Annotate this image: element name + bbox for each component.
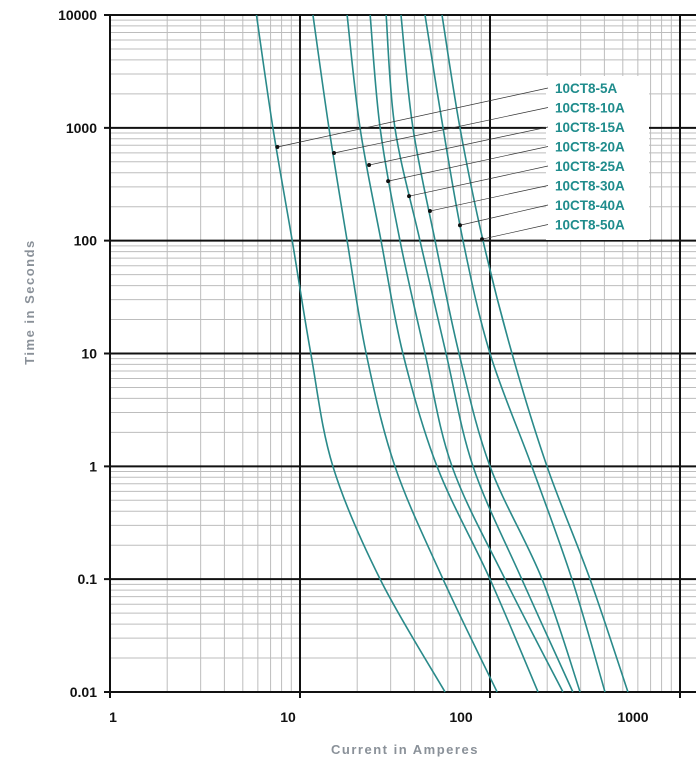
x-axis-title: Current in Amperes	[331, 742, 479, 757]
callout-marker	[427, 209, 432, 214]
y-tick-label: 0.01	[70, 684, 97, 700]
y-tick-label: 1000	[66, 120, 97, 136]
series-curve-10CT8-50A	[441, 14, 629, 693]
series-curve-10CT8-20A	[369, 14, 564, 693]
series-label: 10CT8-25A	[555, 159, 625, 174]
y-tick-label: 0.1	[78, 571, 98, 587]
callout-marker	[457, 223, 462, 228]
x-tick-label: 100	[449, 709, 473, 725]
legend-callouts: 10CT8-5A 10CT8-10A 10CT8-15A 10CT8-20A 10CT8…	[275, 81, 625, 242]
callout-line	[408, 165, 549, 197]
x-tick-label: 1000	[617, 709, 648, 725]
series-curve-10CT8-40A	[424, 14, 606, 693]
y-tick-label: 100	[74, 233, 98, 249]
fuse-curves	[255, 14, 629, 693]
series-label: 10CT8-40A	[555, 198, 625, 213]
series-curve-10CT8-10A	[312, 14, 498, 693]
series-label: 10CT8-15A	[555, 120, 625, 135]
series-curve-10CT8-15A	[346, 14, 539, 693]
series-label: 10CT8-20A	[555, 140, 625, 155]
series-curve-10CT8-30A	[400, 14, 581, 693]
x-tick-label: 10	[280, 709, 296, 725]
callout-line	[429, 185, 549, 212]
series-label: 10CT8-50A	[555, 218, 625, 233]
series-label: 10CT8-10A	[555, 101, 625, 116]
callout-line	[369, 126, 549, 166]
callout-line	[481, 224, 549, 240]
legend-box	[546, 76, 649, 240]
x-tick-label: 1	[109, 709, 117, 725]
series-label: 10CT8-5A	[555, 81, 618, 96]
series-curve-10CT8-25A	[385, 14, 574, 693]
callout-line	[333, 107, 549, 154]
callout-marker	[275, 145, 280, 150]
y-axis-title: Time in Seconds	[22, 239, 37, 365]
callout-marker	[367, 163, 372, 168]
series-label: 10CT8-30A	[555, 179, 625, 194]
callout-line	[459, 204, 549, 226]
callout-marker	[332, 151, 337, 156]
callout-marker	[407, 194, 412, 199]
callout-marker	[386, 179, 391, 184]
y-tick-label: 10000	[58, 7, 97, 23]
series-curve-10CT8-5A	[255, 14, 446, 693]
tick-labels: 1 10 100 1000 10000 1000 100 10 1 0.1 0.01	[58, 7, 649, 725]
callout-marker	[480, 237, 485, 242]
callout-line	[277, 87, 549, 148]
y-tick-label: 10	[81, 346, 97, 362]
y-tick-label: 1	[89, 458, 97, 474]
callout-line	[388, 146, 549, 182]
